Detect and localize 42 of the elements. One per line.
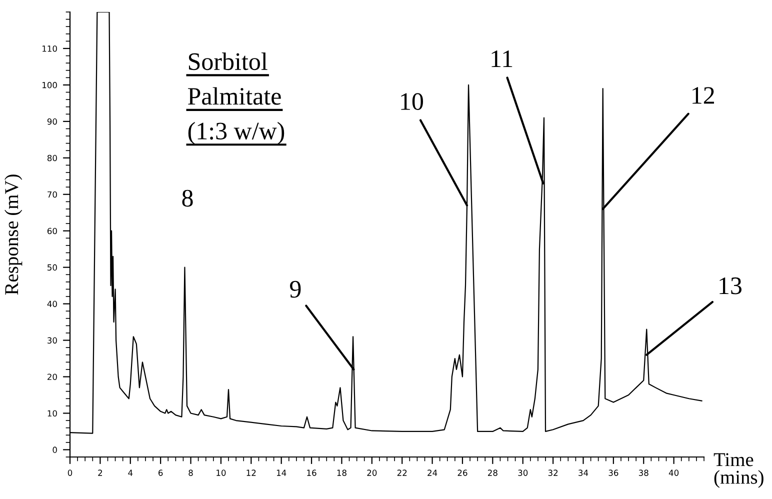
x-tick-label: 12 (246, 470, 256, 476)
y-axis-title: Response (mV) (4, 174, 22, 295)
y-tick-label: 100 (42, 82, 57, 88)
y-tick-label: 40 (47, 300, 57, 308)
annotation: 9 (290, 280, 301, 298)
x-tick-label: 28 (488, 470, 498, 476)
y-tick-label: 10 (48, 410, 57, 417)
y-tick-label: 80 (47, 154, 57, 162)
annotation: 12 (692, 87, 714, 104)
y-tick-label: 70 (48, 191, 57, 198)
y-tick-label: 90 (47, 118, 57, 125)
y-tick-label: 20 (48, 374, 57, 380)
annotation: 11 (492, 50, 512, 67)
annotation: 8 (182, 190, 193, 207)
x-tick-label: 34 (578, 470, 588, 476)
x-tick-label: 40 (668, 470, 679, 476)
x-tick-label: 36 (608, 470, 618, 476)
x-tick-label: 24 (428, 470, 438, 476)
x-tick-label: 32 (548, 470, 558, 476)
text: Sorbitol Palmitate (1:3 w/w) (188, 52, 284, 145)
x-tick-label: 30 (518, 470, 528, 476)
x-tick-label: 14 (276, 470, 286, 476)
x-tick-label: 18 (337, 470, 346, 476)
y-tick-label: 0 (52, 446, 57, 453)
y-tick-label: 110 (42, 45, 57, 52)
x-tick-label: 8 (188, 470, 193, 476)
x-tick-label: 10 (216, 470, 226, 476)
x-axis-title: Time (mins) (714, 453, 764, 488)
x-tick-label: 16 (307, 470, 316, 476)
x-tick-label: 38 (638, 470, 648, 476)
x-tick-label: 4 (128, 470, 133, 476)
x-tick-label: 0 (68, 470, 72, 476)
y-tick-label: 60 (47, 228, 57, 234)
x-tick-label: 6 (158, 470, 163, 476)
x-tick-label: 26 (458, 470, 468, 476)
x-tick-label: 22 (397, 470, 407, 476)
annotation: 10 (401, 93, 423, 110)
x-tick-label: 20 (367, 470, 377, 476)
y-tick-label: 50 (48, 264, 57, 271)
y-tick-label: 30 (48, 337, 57, 344)
annotation: 13 (720, 277, 742, 294)
x-tick-label: 2 (98, 470, 102, 476)
